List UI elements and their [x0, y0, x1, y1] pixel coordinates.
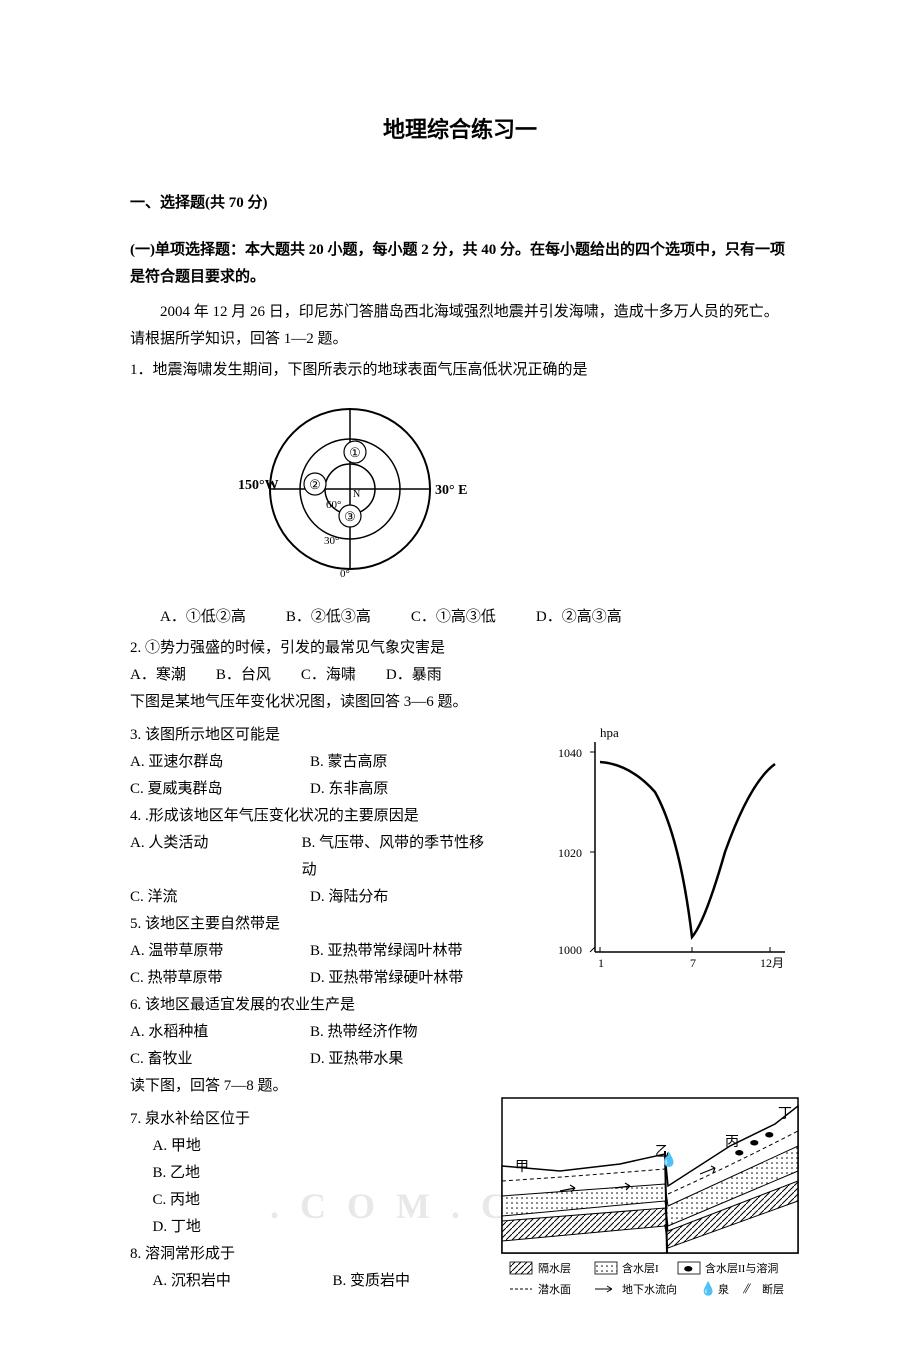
center-label: N	[353, 489, 360, 500]
q3-opt-c: C. 夏威夷群岛	[130, 776, 310, 803]
svg-text:⫽: ⫽	[742, 1281, 752, 1296]
q2-opt-d: D．暴雨	[386, 662, 442, 689]
circle-label-2: ②	[309, 477, 321, 492]
question-2-text: 2. ①势力强盛的时候，引发的最常见气象灾害是	[130, 635, 790, 662]
ytick-1040: 1040	[558, 746, 582, 760]
legend-3: 含水层II与溶洞	[705, 1261, 778, 1275]
q7-opt-c: C. 丙地	[153, 1187, 491, 1214]
q3-opt-d: D. 东非高原	[310, 776, 388, 803]
q6-opt-b: B. 热带经济作物	[310, 1019, 418, 1046]
label-yi: 乙	[655, 1144, 669, 1160]
label-left: 150°W	[238, 478, 279, 493]
svg-text:⬬: ⬬	[750, 1138, 759, 1149]
q2-opt-a: A．寒潮	[130, 662, 186, 689]
q1-options: A．①低②高 B．②低③高 C．①高③低 D．②高③高	[160, 604, 790, 631]
q2-options: A．寒潮 B．台风 C．海啸 D．暴雨	[130, 662, 790, 689]
q1-opt-d: D．②高③高	[536, 604, 622, 631]
legend-1: 隔水层	[538, 1262, 571, 1275]
diagram-1-globe: ① ② ③ N 150°W 30° E 30° 60° 0°	[210, 394, 790, 594]
q4-opt-d: D. 海陆分布	[310, 884, 388, 911]
circle-label-3: ③	[344, 509, 356, 524]
legend-6: 泉	[718, 1282, 729, 1296]
chart-ylabel: hpa	[600, 725, 619, 740]
question-4-text: 4. .形成该地区年气压变化状况的主要原因是	[130, 803, 490, 830]
question-7-text: 7. 泉水补给区位于	[130, 1106, 490, 1133]
q5-opt-c: C. 热带草原带	[130, 965, 310, 992]
q6-opt-d: D. 亚热带水果	[310, 1046, 403, 1073]
page-title: 地理综合练习一	[130, 110, 790, 150]
question-5-text: 5. 该地区主要自然带是	[130, 911, 490, 938]
legend-7: 断层	[762, 1282, 784, 1296]
circle-label-1: ①	[349, 445, 361, 460]
q7-opt-d: D. 丁地	[153, 1214, 491, 1241]
section-header-2: (一)单项选择题：本大题共 20 小题，每小题 2 分，共 40 分。在每小题给…	[130, 237, 790, 291]
q2-opt-b: B．台风	[216, 662, 271, 689]
q8-opt-b: B. 变质岩中	[333, 1268, 411, 1295]
intro-text-2: 下图是某地气压年变化状况图，读图回答 3—6 题。	[130, 689, 790, 716]
label-bing: 丙	[725, 1135, 739, 1150]
lat-30: 30°	[324, 535, 339, 547]
q6-opt-a: A. 水稻种植	[130, 1019, 310, 1046]
q4-opt-c: C. 洋流	[130, 884, 310, 911]
q1-opt-a: A．①低②高	[160, 604, 246, 631]
ytick-1020: 1020	[558, 846, 582, 860]
q4-opt-b: B. 气压带、风带的季节性移动	[302, 830, 490, 884]
ytick-1000: 1000	[558, 943, 582, 957]
question-3-text: 3. 该图所示地区可能是	[130, 722, 490, 749]
label-jia: 甲	[515, 1160, 529, 1175]
question-1-text: 1．地震海啸发生期间，下图所表示的地球表面气压高低状况正确的是	[130, 357, 790, 384]
xtick-7: 7	[690, 956, 696, 970]
question-8-text: 8. 溶洞常形成于	[130, 1241, 490, 1268]
lat-0: 0°	[340, 568, 350, 580]
q4-opt-a: A. 人类活动	[130, 830, 302, 884]
q8-opt-a: A. 沉积岩中	[153, 1268, 333, 1295]
xtick-1: 1	[598, 956, 604, 970]
question-6-text: 6. 该地区最适宜发展的农业生产是	[130, 992, 490, 1019]
q7-opt-a: A. 甲地	[153, 1133, 491, 1160]
q7-opt-b: B. 乙地	[153, 1160, 491, 1187]
q5-opt-b: B. 亚热带常绿阔叶林带	[310, 938, 463, 965]
legend-4: 潜水面	[538, 1282, 571, 1296]
legend-2: 含水层I	[622, 1261, 659, 1275]
q2-opt-c: C．海啸	[301, 662, 356, 689]
lat-60: 60°	[326, 499, 341, 511]
intro-text-1: 2004 年 12 月 26 日，印尼苏门答腊岛西北海域强烈地震并引发海啸，造成…	[130, 299, 790, 353]
label-ding: 丁	[778, 1107, 792, 1122]
label-right: 30° E	[435, 483, 467, 498]
section-header-1: 一、选择题(共 70 分)	[130, 190, 790, 217]
q3-opt-b: B. 蒙古高原	[310, 749, 388, 776]
q3-opt-a: A. 亚速尔群岛	[130, 749, 310, 776]
legend-5: 地下水流向	[622, 1282, 677, 1296]
svg-text:💧: 💧	[700, 1281, 716, 1296]
q5-opt-a: A. 温带草原带	[130, 938, 310, 965]
pressure-chart: hpa 1040 1020 1000 1 7 12月	[550, 722, 800, 982]
xtick-12: 12月	[760, 956, 784, 970]
q5-opt-d: D. 亚热带常绿硬叶林带	[310, 965, 463, 992]
svg-text:⬬: ⬬	[684, 1264, 693, 1275]
svg-text:⬬: ⬬	[765, 1130, 774, 1141]
q1-opt-c: C．①高③低	[411, 604, 496, 631]
q6-opt-c: C. 畜牧业	[130, 1046, 310, 1073]
geology-diagram: 💧 ⬬ ⬬ ⬬ 甲 乙 丙 丁 隔水层 含水层I ⬬ 含水层II与溶洞 潜水面 …	[500, 1096, 800, 1316]
q1-opt-b: B．②低③高	[286, 604, 371, 631]
